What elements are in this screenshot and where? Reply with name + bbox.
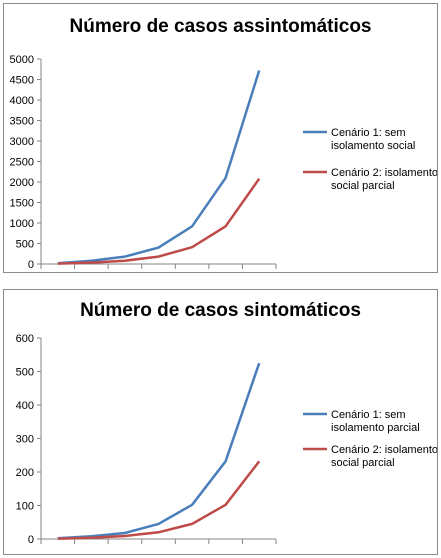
y-tick-label: 4000 bbox=[10, 95, 34, 107]
y-tick-label: 1500 bbox=[10, 198, 34, 210]
y-tick-label: 100 bbox=[16, 501, 34, 513]
y-tick-label: 400 bbox=[16, 400, 34, 412]
legend-label-2: social parcial bbox=[331, 457, 395, 469]
legend-label-1: isolamento social bbox=[331, 140, 415, 152]
chart-assintomaticos: Número de casos assintomáticos 0 500 1000 1… bbox=[3, 3, 438, 273]
y-tick-label: 4500 bbox=[10, 75, 34, 87]
y-tick-label: 200 bbox=[16, 467, 34, 479]
y-tick-label: 1000 bbox=[10, 218, 34, 230]
y-tick-label: 600 bbox=[16, 333, 34, 345]
series-line-1 bbox=[57, 362, 261, 540]
legend-label-1: Cenário 1: sem bbox=[331, 409, 406, 421]
chart-title: Número de casos assintomáticos bbox=[69, 16, 372, 37]
series-line-2 bbox=[57, 177, 261, 265]
legend-label-2: social parcial bbox=[331, 180, 395, 192]
y-tick-label: 3000 bbox=[10, 136, 34, 148]
chart-plot-sintomaticos: 0 100 200 300 400 500 600 Cenário 1: semisolame… bbox=[16, 333, 437, 546]
legend-label-1: isolamento parcial bbox=[331, 422, 420, 434]
legend-label-1: Cenário 1: sem bbox=[331, 127, 406, 139]
series-line-2 bbox=[57, 460, 261, 540]
chart-sintomaticos: Número de casos sintomáticos 0 100 200 300 4… bbox=[3, 289, 438, 555]
chart-plot-assintomaticos: 0 500 1000 1500 2000 2500 3000 3500 4000 4500 5000… bbox=[10, 54, 437, 271]
y-tick-label: 0 bbox=[28, 259, 34, 271]
y-tick-label: 3500 bbox=[10, 116, 34, 128]
series-line-1 bbox=[57, 70, 261, 265]
legend-label-2: Cenário 2: isolamento bbox=[331, 444, 437, 456]
chart-title: Número de casos sintomáticos bbox=[80, 300, 361, 321]
y-tick-label: 500 bbox=[16, 239, 34, 251]
legend-label-2: Cenário 2: isolamento bbox=[331, 167, 437, 179]
y-tick-label: 2500 bbox=[10, 157, 34, 169]
y-tick-label: 500 bbox=[16, 367, 34, 379]
y-tick-label: 300 bbox=[16, 434, 34, 446]
y-tick-label: 2000 bbox=[10, 177, 34, 189]
y-tick-label: 0 bbox=[28, 534, 34, 546]
y-tick-label: 5000 bbox=[10, 54, 34, 66]
